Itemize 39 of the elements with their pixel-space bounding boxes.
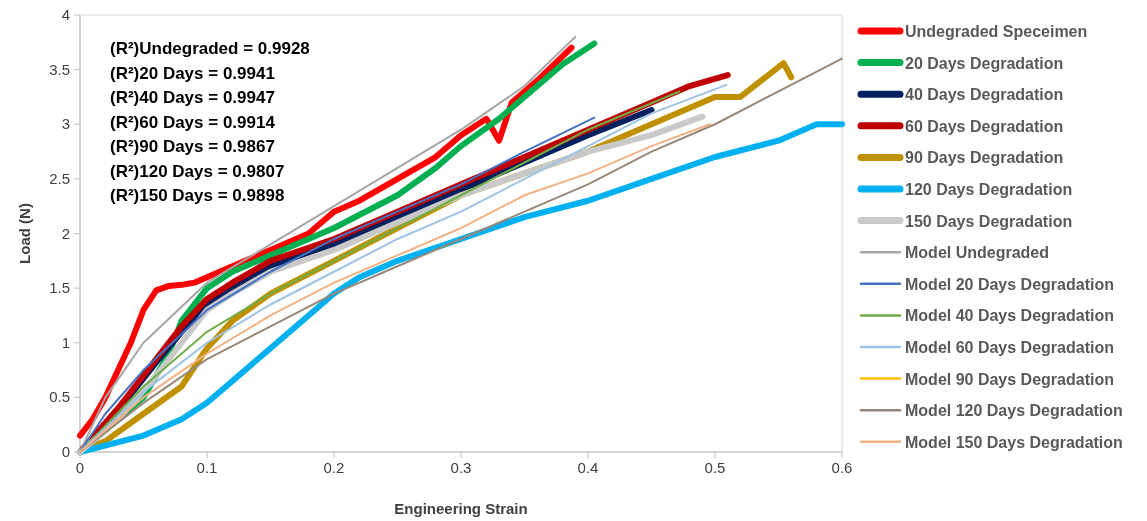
x-tick-label: 0.1 bbox=[196, 459, 218, 476]
y-tick-label: 0 bbox=[61, 443, 70, 460]
legend-label: Model 60 Days Degradation bbox=[905, 339, 1114, 356]
annotation: (R²)20 Days = 0.9941 bbox=[110, 63, 275, 83]
y-tick-label: 2 bbox=[61, 224, 70, 242]
annotation: (R²)Undegraded = 0.9928 bbox=[110, 39, 310, 58]
legend-label: Model 40 Days Degradation bbox=[905, 307, 1114, 325]
legend-label: 90 Days Degradation bbox=[905, 149, 1064, 167]
y-tick-label: 2.5 bbox=[49, 169, 70, 187]
annotation: (R²)120 Days = 0.9807 bbox=[110, 161, 285, 181]
annotation: (R²)150 Days = 0.9898 bbox=[110, 186, 285, 205]
legend-label: Model 150 Days Degradation bbox=[905, 433, 1123, 451]
legend-label: Model 20 Days Degradation bbox=[905, 275, 1114, 293]
legend-label: 120 Days Degradation bbox=[905, 181, 1073, 198]
y-tick-label: 4 bbox=[61, 6, 70, 23]
legend-label: Model Undegraded bbox=[905, 244, 1050, 262]
y-tick-label: 3 bbox=[61, 115, 70, 133]
annotation: (R²)40 Days = 0.9947 bbox=[110, 88, 275, 107]
y-tick-label: 1 bbox=[61, 333, 70, 351]
annotation: (R²)60 Days = 0.9914 bbox=[110, 112, 276, 132]
y-tick-label: 0.5 bbox=[49, 388, 70, 406]
annotation: (R²)90 Days = 0.9867 bbox=[110, 137, 275, 156]
legend-label: 20 Days Degradation bbox=[905, 54, 1064, 72]
x-tick-label: 0.4 bbox=[577, 459, 599, 476]
x-tick-label: 0.2 bbox=[323, 459, 345, 476]
x-tick-label: 0.6 bbox=[831, 459, 853, 476]
y-tick-label: 3.5 bbox=[49, 60, 70, 78]
x-tick-label: 0.5 bbox=[704, 459, 726, 476]
x-axis-title: Engineering Strain bbox=[394, 500, 528, 517]
x-tick-label: 0.3 bbox=[450, 459, 472, 476]
y-tick-label: 1.5 bbox=[49, 279, 70, 297]
y-axis-title: Load (N) bbox=[16, 203, 33, 264]
x-tick-label: 0 bbox=[75, 459, 85, 476]
legend-label: 40 Days Degradation bbox=[905, 86, 1064, 104]
legend-label: 60 Days Degradation bbox=[905, 117, 1064, 135]
legend-label: Undegraded Speceimen bbox=[905, 23, 1088, 40]
legend-label: Model 120 Days Degradation bbox=[905, 402, 1123, 420]
legend-label: Model 90 Days Degradation bbox=[905, 370, 1114, 388]
legend-label: 150 Days Degradation bbox=[905, 212, 1073, 230]
